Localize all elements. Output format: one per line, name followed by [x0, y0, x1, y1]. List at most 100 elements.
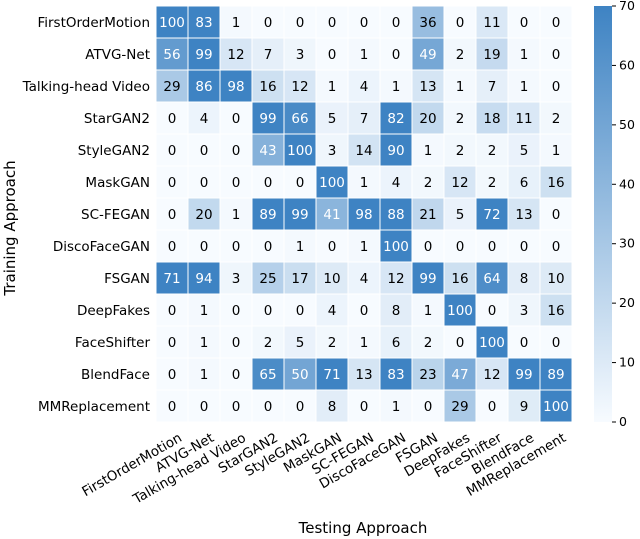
heatmap-cell	[539, 197, 573, 231]
heatmap-cell-value: 2	[456, 143, 465, 159]
heatmap-cell-value: 0	[232, 239, 241, 255]
y-tick-label: MaskGAN	[85, 175, 150, 191]
heatmap-cell-value: 89	[259, 207, 276, 223]
heatmap-cell	[251, 261, 285, 295]
heatmap-cell-value: 100	[287, 143, 313, 159]
y-tick-label: DeepFakes	[77, 303, 150, 319]
heatmap-cell	[539, 357, 573, 391]
heatmap-cell-value: 11	[483, 15, 500, 31]
heatmap-cell	[475, 101, 509, 135]
heatmap-cell	[251, 133, 285, 167]
heatmap-cell-value: 2	[456, 47, 465, 63]
y-tick-label: FSGAN	[104, 271, 150, 287]
heatmap-cell-value: 83	[195, 15, 212, 31]
heatmap-cell	[507, 261, 541, 295]
y-tick-label: DiscoFaceGAN	[53, 239, 150, 255]
heatmap-cell-value: 0	[264, 399, 273, 415]
heatmap-cell	[443, 101, 477, 135]
heatmap-cell-value: 4	[328, 303, 337, 319]
heatmap-cell-value: 4	[360, 271, 369, 287]
heatmap-cell-value: 0	[168, 143, 177, 159]
heatmap-cell	[411, 37, 445, 71]
heatmap-cell	[155, 5, 189, 39]
heatmap-cell	[411, 293, 445, 327]
heatmap-cell-value: 5	[296, 335, 305, 351]
heatmap-cell-value: 1	[232, 15, 241, 31]
colorbar-tick-label: 10	[619, 355, 635, 370]
heatmap-cell-value: 0	[168, 367, 177, 383]
heatmap-cell-value: 56	[163, 47, 180, 63]
heatmap-cell	[251, 197, 285, 231]
y-tick-label: MMReplacement	[38, 399, 150, 415]
heatmap-cell-value: 3	[328, 143, 337, 159]
heatmap-cell-value: 29	[451, 399, 468, 415]
heatmap-cell-value: 1	[424, 303, 433, 319]
heatmap-cell-value: 0	[488, 303, 497, 319]
heatmap-cell-value: 0	[200, 399, 209, 415]
heatmap-cell-value: 4	[392, 175, 401, 191]
heatmap-cell	[347, 197, 381, 231]
heatmap-cell-value: 43	[259, 143, 276, 159]
heatmap-cell-value: 0	[232, 367, 241, 383]
heatmap-cell-value: 2	[328, 335, 337, 351]
heatmap-cell-value: 0	[264, 175, 273, 191]
heatmap-cell-value: 0	[232, 175, 241, 191]
heatmap-cell	[379, 357, 413, 391]
heatmap-cell-value: 4	[200, 111, 209, 127]
heatmap-cell	[475, 261, 509, 295]
colorbar: 0 10 20 30 40 50 60 70	[594, 0, 635, 429]
heatmap-cell-value: 20	[419, 111, 436, 127]
heatmap-cell-value: 0	[392, 47, 401, 63]
heatmap-cell	[507, 293, 541, 327]
heatmap-cell-value: 7	[360, 111, 369, 127]
heatmap-cell	[187, 357, 221, 391]
heatmap-cell-value: 12	[387, 271, 404, 287]
heatmap-cell	[315, 5, 349, 39]
heatmap-cell	[379, 261, 413, 295]
heatmap-cell-value: 1	[328, 79, 337, 95]
heatmap-cell	[155, 37, 189, 71]
heatmap-cell-value: 71	[323, 367, 340, 383]
heatmap-cell	[379, 389, 413, 423]
heatmap-cell-value: 4	[360, 79, 369, 95]
heatmap-cell	[411, 197, 445, 231]
heatmap-cell	[347, 37, 381, 71]
heatmap-cell-value: 99	[259, 111, 276, 127]
heatmap-cell-value: 12	[451, 175, 468, 191]
heatmap-cell-value: 18	[483, 111, 500, 127]
heatmap-cell	[379, 37, 413, 71]
heatmap-cell-value: 0	[168, 207, 177, 223]
heatmap-cell	[539, 165, 573, 199]
heatmap-cell	[315, 261, 349, 295]
heatmap-cell-value: 8	[328, 399, 337, 415]
heatmap-cell	[251, 325, 285, 359]
heatmap-cell	[475, 197, 509, 231]
heatmap-cell-value: 0	[488, 239, 497, 255]
heatmap-cell	[251, 229, 285, 263]
colorbar-tick-label: 40	[619, 176, 635, 191]
heatmap-cell	[155, 325, 189, 359]
heatmap-cell-value: 0	[488, 399, 497, 415]
heatmap-cell-value: 0	[456, 239, 465, 255]
heatmap-cell	[411, 101, 445, 135]
heatmap-cell	[187, 133, 221, 167]
heatmap-cell-value: 0	[296, 303, 305, 319]
heatmap-cell-value: 64	[483, 271, 500, 287]
heatmap-cell	[155, 197, 189, 231]
heatmap-cell-value: 99	[419, 271, 436, 287]
heatmap-cell	[539, 69, 573, 103]
heatmap-cell-value: 10	[547, 271, 564, 287]
heatmap-cell	[219, 293, 253, 327]
heatmap-cell-value: 1	[232, 207, 241, 223]
heatmap-cell	[411, 165, 445, 199]
heatmap-cell-value: 5	[520, 143, 529, 159]
heatmap-cell-value: 12	[483, 367, 500, 383]
heatmap-cell-value: 0	[200, 175, 209, 191]
heatmap-cell	[219, 37, 253, 71]
heatmap-cell-value: 2	[424, 335, 433, 351]
heatmap-cell-value: 98	[355, 207, 372, 223]
heatmap-cell	[507, 357, 541, 391]
heatmap-cell-value: 86	[195, 79, 212, 95]
heatmap-cell-value: 36	[419, 15, 436, 31]
